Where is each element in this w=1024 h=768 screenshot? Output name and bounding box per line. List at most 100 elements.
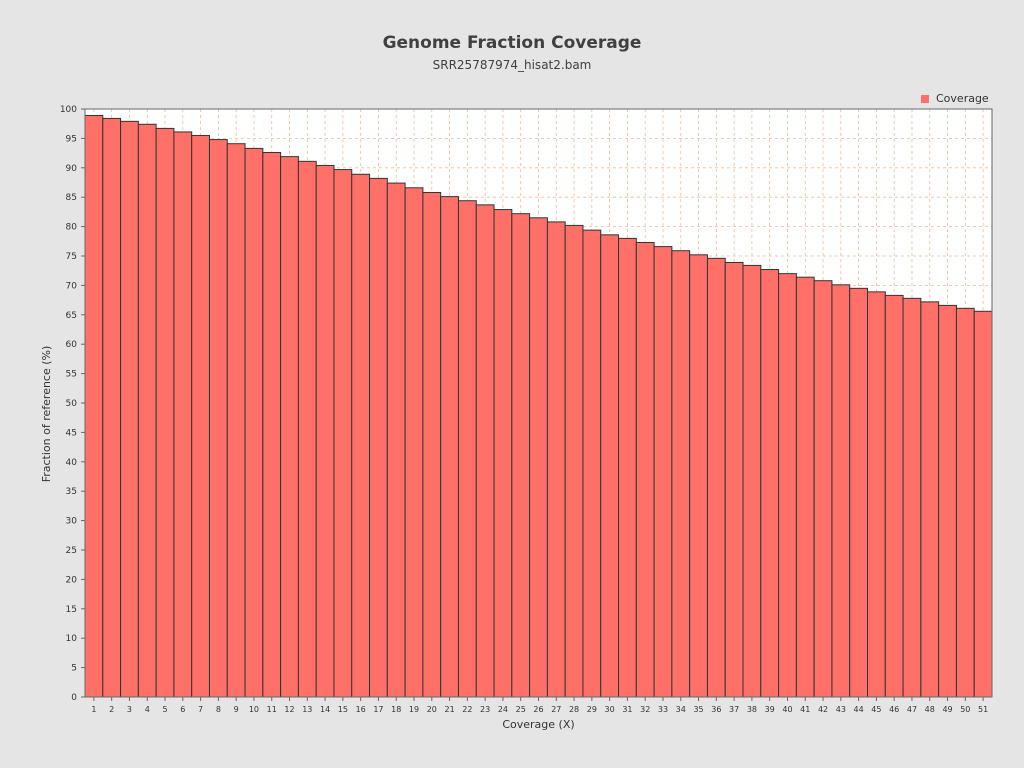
x-tick-label: 51 (978, 705, 988, 714)
x-tick-label: 20 (427, 705, 437, 714)
x-tick-label: 7 (198, 705, 203, 714)
bar-40 (778, 273, 797, 698)
x-tick-label: 35 (693, 705, 703, 714)
bar-32 (635, 241, 655, 698)
x-tick-label: 19 (409, 705, 419, 714)
bar-21 (440, 196, 459, 698)
legend-label: Coverage (936, 92, 989, 105)
x-tick-label: 26 (533, 705, 543, 714)
y-tick-label: 15 (66, 605, 77, 615)
bar-23 (475, 204, 495, 698)
y-axis-label: Fraction of reference (%) (40, 346, 53, 483)
bar-25 (511, 213, 531, 698)
bar-11 (262, 152, 282, 698)
x-tick-label: 43 (836, 705, 846, 714)
bar-22 (457, 200, 477, 698)
bar-14 (315, 164, 335, 698)
plot-border (84, 108, 993, 698)
y-tick-label: 65 (66, 311, 77, 321)
x-tick-label: 44 (854, 705, 864, 714)
bar-35 (689, 254, 708, 698)
y-tick-label: 95 (66, 134, 77, 144)
x-tick-label: 23 (480, 705, 490, 714)
x-tick-label: 42 (818, 705, 828, 714)
x-tick-label: 2 (109, 705, 114, 714)
bar-17 (369, 177, 388, 698)
x-axis: 1 2 3 4 5 6 7 8 9 10 11 12 13 14 15 16 17 18 19 20 21 22 23 24 2… (91, 697, 988, 714)
y-tick-label: 10 (66, 634, 78, 644)
y-tick-label: 25 (66, 546, 77, 556)
y-tick-label: 50 (66, 399, 78, 409)
y-tick-label: 55 (66, 370, 77, 380)
x-tick-label: 3 (127, 705, 132, 714)
bar-15 (333, 169, 353, 698)
x-tick-label: 46 (889, 705, 899, 714)
x-tick-label: 47 (907, 705, 917, 714)
y-tick-label: 30 (66, 517, 78, 527)
x-tick-label: 30 (605, 705, 615, 714)
x-tick-label: 10 (249, 705, 259, 714)
x-tick-label: 9 (234, 705, 239, 714)
bar-46 (884, 294, 904, 698)
x-tick-label: 29 (587, 705, 597, 714)
x-tick-label: 32 (640, 705, 650, 714)
legend-swatch (921, 95, 929, 103)
x-tick-label: 18 (391, 705, 401, 714)
bar-48 (920, 301, 940, 698)
x-tick-label: 49 (942, 705, 952, 714)
legend: Coverage (921, 92, 989, 105)
x-axis-label: Coverage (X) (502, 718, 574, 731)
y-tick-label: 100 (60, 105, 77, 115)
y-tick-label: 70 (66, 281, 78, 291)
x-tick-label: 28 (569, 705, 579, 714)
bar-27 (546, 221, 566, 698)
y-tick-label: 35 (66, 487, 77, 497)
x-tick-label: 8 (216, 705, 221, 714)
bar-37 (724, 261, 744, 698)
bar-8 (208, 139, 228, 698)
x-tick-label: 48 (925, 705, 935, 714)
x-tick-label: 25 (516, 705, 526, 714)
bar-51 (973, 310, 993, 698)
bar-24 (493, 209, 513, 698)
bar-1 (84, 114, 104, 698)
bar-29 (582, 229, 602, 698)
x-tick-label: 33 (658, 705, 668, 714)
bar-45 (867, 291, 886, 698)
x-tick-label: 4 (145, 705, 150, 714)
x-tick-label: 45 (871, 705, 881, 714)
y-tick-label: 40 (66, 458, 78, 468)
y-tick-label: 80 (66, 223, 78, 233)
bar-38 (742, 264, 762, 698)
bar-19 (404, 187, 424, 698)
bar-13 (297, 160, 317, 698)
x-tick-label: 16 (356, 705, 366, 714)
y-axis: 0 5 10 15 20 25 30 35 40 45 50 55 60 65 70 75 80 85 90 95 10… (60, 105, 85, 703)
chart-title: Genome Fraction Coverage (383, 33, 642, 53)
x-tick-label: 1 (91, 705, 96, 714)
bar-43 (831, 284, 851, 698)
y-tick-label: 5 (71, 664, 77, 674)
y-tick-label: 45 (66, 428, 77, 438)
x-tick-label: 17 (373, 705, 383, 714)
bar-44 (849, 287, 869, 698)
x-tick-label: 40 (782, 705, 792, 714)
x-tick-label: 13 (302, 705, 312, 714)
x-tick-label: 21 (444, 705, 454, 714)
bar-2 (102, 117, 122, 698)
bar-10 (244, 147, 264, 698)
x-tick-label: 34 (676, 705, 686, 714)
bar-30 (600, 234, 620, 698)
bar-31 (618, 237, 637, 698)
bar-3 (120, 120, 139, 698)
chart-subtitle: SRR25787974_hisat2.bam (433, 58, 592, 72)
bars-group (84, 114, 993, 698)
y-tick-label: 85 (66, 193, 77, 203)
bar-26 (529, 217, 548, 698)
x-tick-label: 39 (765, 705, 775, 714)
x-tick-label: 27 (551, 705, 561, 714)
x-tick-label: 14 (320, 705, 330, 714)
bar-20 (422, 191, 442, 698)
